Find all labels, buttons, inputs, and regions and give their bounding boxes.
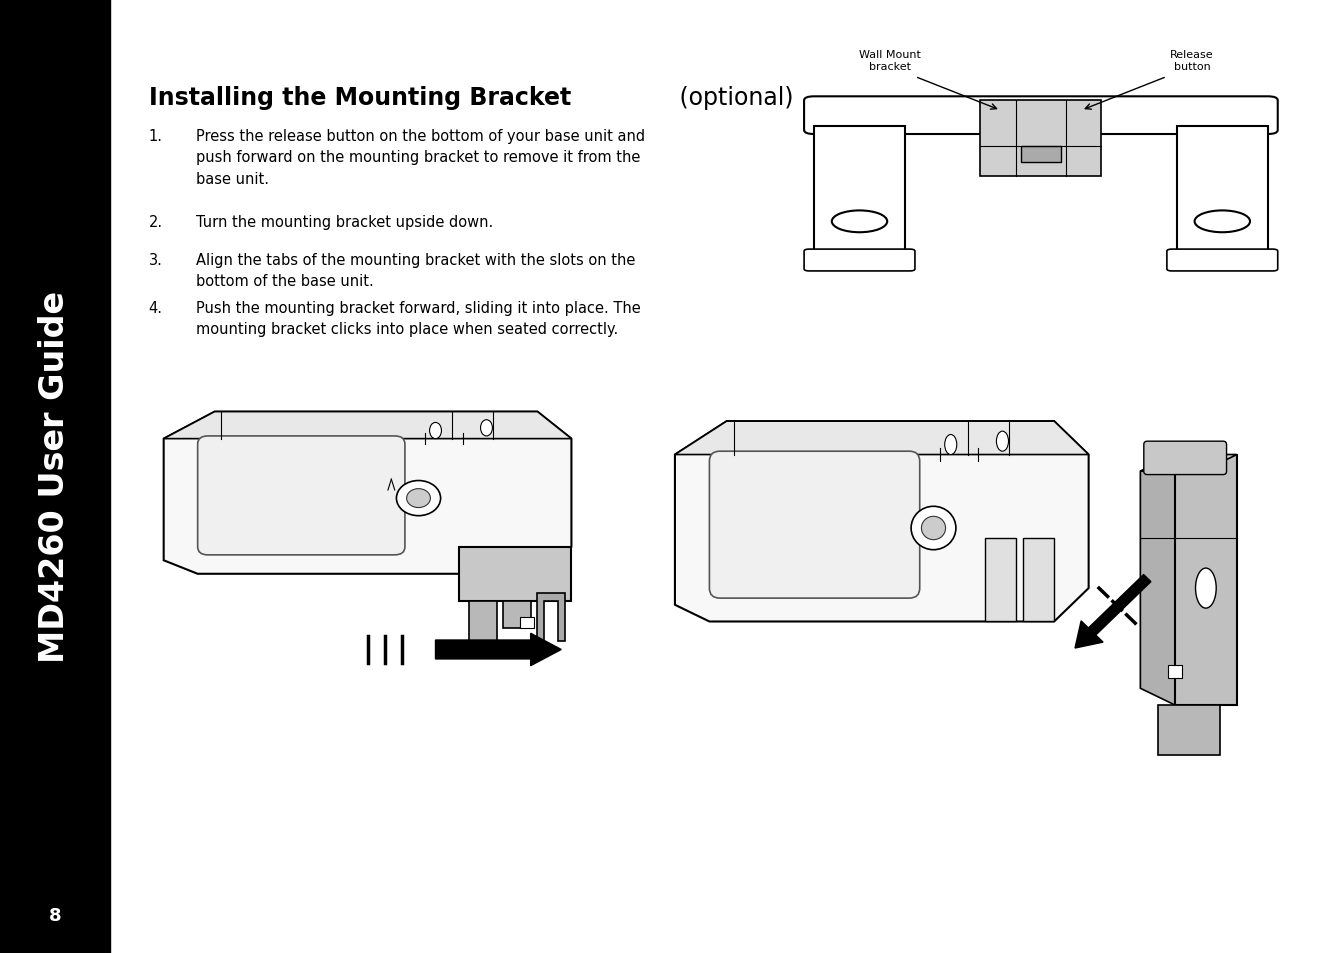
Bar	[814, 127, 904, 255]
Text: 4.: 4.	[149, 300, 163, 315]
FancyBboxPatch shape	[198, 436, 404, 556]
Text: 2.: 2.	[149, 214, 163, 230]
FancyBboxPatch shape	[804, 97, 1278, 135]
Polygon shape	[504, 601, 530, 628]
Bar	[521, 618, 534, 628]
Bar	[1168, 665, 1181, 679]
Text: MD4260 User Guide: MD4260 User Guide	[38, 291, 72, 662]
Polygon shape	[163, 412, 572, 574]
Bar	[980, 101, 1102, 176]
Polygon shape	[1140, 456, 1237, 472]
Text: Align the tabs of the mounting bracket with the slots on the
bottom of the base : Align the tabs of the mounting bracket w…	[196, 253, 635, 289]
Polygon shape	[459, 547, 572, 601]
FancyBboxPatch shape	[804, 250, 915, 272]
Text: Press the release button on the bottom of your base unit and
push forward on the: Press the release button on the bottom o…	[196, 129, 646, 187]
Circle shape	[911, 507, 956, 550]
FancyArrow shape	[1075, 575, 1151, 648]
Polygon shape	[537, 593, 565, 641]
Text: Push the mounting bracket forward, sliding it into place. The
mounting bracket c: Push the mounting bracket forward, slidi…	[196, 300, 640, 336]
Text: 1.: 1.	[149, 129, 163, 144]
Bar	[0, 0, 110, 953]
FancyBboxPatch shape	[1167, 250, 1278, 272]
Text: (optional): (optional)	[672, 86, 794, 110]
FancyArrow shape	[435, 634, 561, 666]
Bar	[1177, 127, 1268, 255]
Polygon shape	[1175, 456, 1237, 705]
Bar	[985, 538, 1016, 621]
Text: 8: 8	[49, 906, 61, 923]
Polygon shape	[1140, 456, 1175, 705]
FancyBboxPatch shape	[709, 452, 920, 598]
Polygon shape	[469, 601, 497, 641]
Ellipse shape	[996, 432, 1009, 452]
Circle shape	[831, 212, 887, 233]
Circle shape	[922, 517, 945, 540]
FancyBboxPatch shape	[1144, 442, 1227, 476]
Text: Wall Mount
bracket: Wall Mount bracket	[859, 50, 920, 71]
Polygon shape	[675, 422, 1089, 621]
Text: 3.: 3.	[149, 253, 162, 268]
Text: Turn the mounting bracket upside down.: Turn the mounting bracket upside down.	[196, 214, 493, 230]
Polygon shape	[1158, 705, 1220, 755]
Circle shape	[1195, 212, 1250, 233]
Circle shape	[407, 489, 431, 508]
Ellipse shape	[480, 420, 492, 436]
Ellipse shape	[430, 423, 442, 439]
Polygon shape	[163, 412, 572, 439]
Text: Installing the Mounting Bracket: Installing the Mounting Bracket	[149, 86, 570, 110]
Bar	[1024, 538, 1054, 621]
Text: Release
button: Release button	[1171, 50, 1213, 71]
Ellipse shape	[1196, 568, 1216, 609]
Polygon shape	[675, 422, 1089, 456]
Circle shape	[396, 481, 440, 517]
Ellipse shape	[944, 435, 957, 456]
Bar	[1021, 147, 1061, 163]
